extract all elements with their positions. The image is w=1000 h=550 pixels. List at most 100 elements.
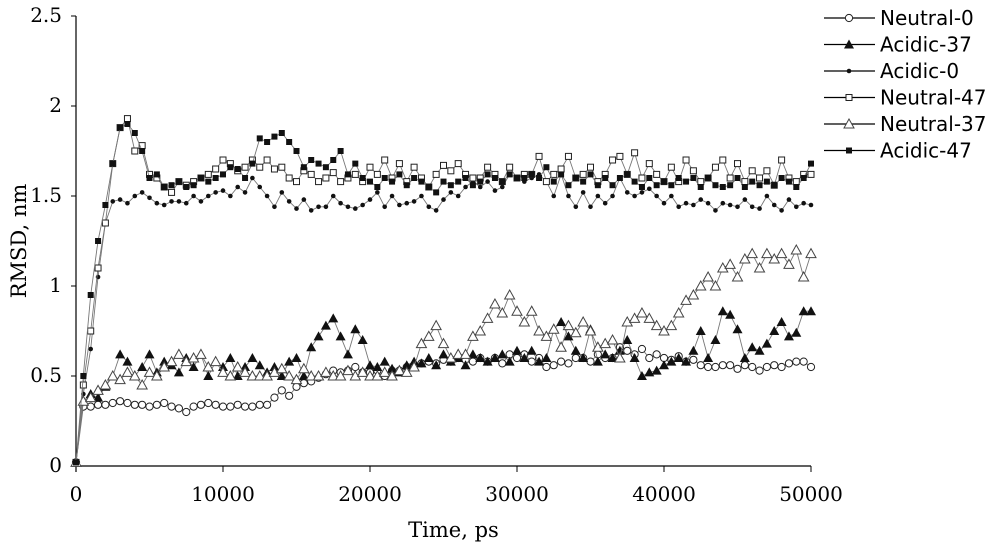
data-point-acidic-37 <box>556 317 567 326</box>
data-point-neutral-47 <box>87 327 95 335</box>
data-point-neutral-47 <box>79 381 87 389</box>
data-point-acidic-37 <box>703 353 714 362</box>
data-point-acidic-37 <box>761 338 772 348</box>
data-point-acidic-37 <box>659 360 669 370</box>
data-point-neutral-47 <box>535 152 543 160</box>
data-point-acidic-47 <box>793 184 800 190</box>
data-point-acidic-37 <box>651 365 662 375</box>
data-point-acidic-37 <box>578 353 589 362</box>
data-point-acidic-47 <box>367 178 373 185</box>
data-point-neutral-0 <box>138 400 147 409</box>
data-point-neutral-37 <box>202 360 215 372</box>
data-point-acidic-37 <box>644 367 655 377</box>
data-point-neutral-37 <box>606 333 619 345</box>
legend-marker-neutral-0 <box>844 13 854 23</box>
data-point-neutral-37 <box>525 305 538 316</box>
data-point-acidic-0 <box>301 197 307 202</box>
data-point-neutral-47 <box>682 156 690 164</box>
data-point-acidic-0 <box>397 202 402 208</box>
data-point-acidic-37 <box>173 367 184 377</box>
data-point-acidic-37 <box>563 331 574 341</box>
data-point-neutral-0 <box>292 382 301 391</box>
data-point-acidic-47 <box>308 157 315 163</box>
data-point-neutral-47 <box>778 156 786 164</box>
data-point-acidic-37 <box>284 356 295 366</box>
data-point-acidic-0 <box>580 190 586 195</box>
data-point-neutral-37 <box>158 360 171 372</box>
data-point-neutral-0 <box>645 353 654 363</box>
data-point-neutral-37 <box>378 366 391 377</box>
data-point-neutral-37 <box>459 348 472 359</box>
data-point-neutral-0 <box>733 364 742 373</box>
data-point-acidic-37 <box>225 353 236 362</box>
x-tick-label: 20000 <box>338 482 402 506</box>
data-point-acidic-37 <box>636 371 647 380</box>
data-point-neutral-37 <box>739 252 751 264</box>
data-point-neutral-37 <box>305 369 318 381</box>
data-point-acidic-47 <box>300 164 307 171</box>
data-point-neutral-0 <box>204 398 213 408</box>
data-point-acidic-47 <box>139 148 146 154</box>
legend-label: Acidic-37 <box>880 33 972 57</box>
data-point-acidic-37 <box>335 331 346 341</box>
data-point-neutral-47 <box>168 188 176 196</box>
data-point-neutral-0 <box>564 359 573 368</box>
data-point-acidic-47 <box>690 175 697 181</box>
data-point-neutral-37 <box>577 315 589 327</box>
data-point-acidic-0 <box>676 204 681 210</box>
data-point-acidic-0 <box>492 188 498 193</box>
data-point-neutral-0 <box>512 353 522 363</box>
data-point-acidic-47 <box>587 171 594 178</box>
data-point-acidic-37 <box>541 353 552 362</box>
data-point-acidic-0 <box>308 208 314 213</box>
data-point-neutral-37 <box>92 384 104 395</box>
data-point-neutral-0 <box>762 362 772 372</box>
data-point-neutral-47 <box>101 219 109 227</box>
data-point-neutral-37 <box>298 362 310 374</box>
data-point-neutral-0 <box>711 362 720 372</box>
data-point-acidic-0 <box>213 190 218 195</box>
data-point-neutral-37 <box>614 351 626 363</box>
data-point-neutral-37 <box>650 319 663 331</box>
data-point-neutral-0 <box>527 357 536 366</box>
data-point-acidic-0 <box>647 186 652 192</box>
data-point-acidic-47 <box>411 175 418 181</box>
data-point-acidic-47 <box>197 175 204 181</box>
data-point-acidic-47 <box>558 171 565 178</box>
data-point-acidic-0 <box>448 190 454 195</box>
data-point-acidic-47 <box>572 175 579 181</box>
series-acidic-47 <box>73 121 814 466</box>
data-point-acidic-47 <box>602 175 609 181</box>
data-point-neutral-47 <box>734 160 741 168</box>
data-point-neutral-0 <box>571 353 580 363</box>
data-point-acidic-37 <box>629 353 640 362</box>
axes: 0 0.5 1 1.5 2 2.5 0 10000 20000 30000 40000 50000 <box>30 3 843 506</box>
data-point-acidic-0 <box>132 193 138 199</box>
data-point-neutral-47 <box>337 178 345 186</box>
data-point-acidic-47 <box>124 121 131 127</box>
data-point-neutral-47 <box>204 170 212 178</box>
data-point-acidic-0 <box>389 193 395 199</box>
data-point-acidic-37 <box>438 349 449 359</box>
data-point-acidic-47 <box>646 175 653 181</box>
data-point-neutral-47 <box>645 160 653 168</box>
data-point-acidic-47 <box>447 182 454 189</box>
data-point-acidic-0 <box>279 190 285 195</box>
data-point-acidic-47 <box>212 175 219 181</box>
data-point-acidic-47 <box>322 164 329 171</box>
data-point-neutral-0 <box>704 362 713 372</box>
data-point-acidic-47 <box>73 459 79 466</box>
data-point-neutral-0 <box>160 398 169 408</box>
data-point-acidic-47 <box>205 178 212 185</box>
data-point-neutral-47 <box>322 174 330 182</box>
data-point-neutral-37 <box>540 330 553 341</box>
data-point-neutral-37 <box>775 247 788 259</box>
data-point-acidic-0 <box>294 206 299 211</box>
data-point-acidic-47 <box>763 178 770 185</box>
data-point-neutral-0 <box>586 357 595 366</box>
data-point-acidic-0 <box>426 204 432 210</box>
data-point-acidic-37 <box>313 331 324 341</box>
data-point-neutral-0 <box>248 402 257 411</box>
data-point-acidic-47 <box>550 178 557 185</box>
